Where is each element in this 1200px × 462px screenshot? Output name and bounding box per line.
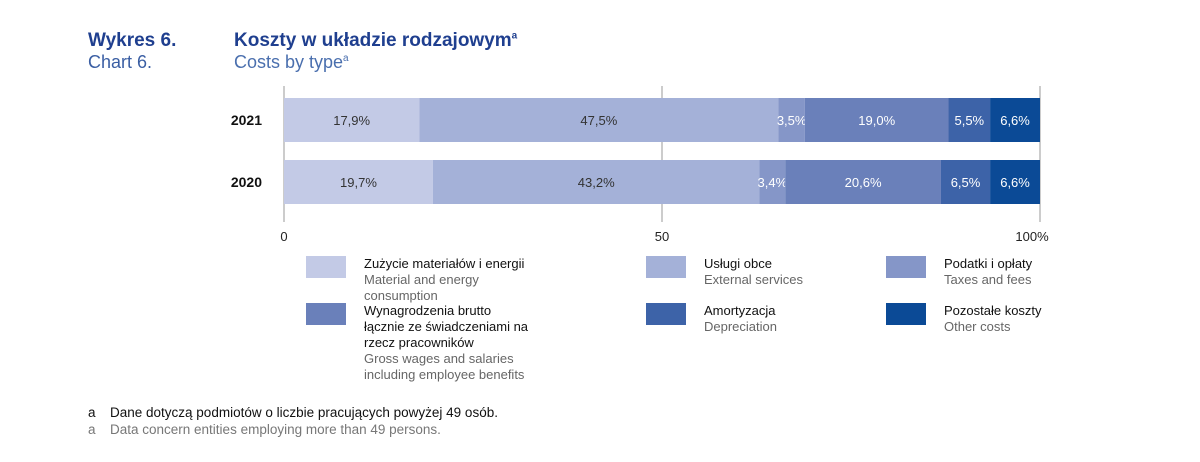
footnote-pl: a Dane dotyczą podmiotów o liczbie pracuj… [88, 404, 498, 421]
category-label-2021: 2021 [231, 112, 262, 128]
legend-label-en-3: Gross wages and salaries including emplo… [364, 351, 525, 382]
footnote-mark-pl: a [88, 405, 96, 420]
legend-swatch-4 [646, 303, 686, 325]
legend-text-3: Wynagrodzenia brutto łącznie ze świadcze… [364, 303, 534, 383]
category-label-2020: 2020 [231, 174, 262, 190]
legend-label-pl-0: Zużycie materiałów i energii [364, 256, 525, 271]
x-tick-label-0: 0 [280, 229, 287, 244]
bar-segment-2020-1 [432, 160, 760, 204]
legend-text-2: Podatki i opłaty Taxes and fees [944, 256, 1134, 288]
legend-swatch-2 [886, 256, 926, 278]
data-label-2020-1: 43,2% [578, 175, 615, 190]
legend-label-en-0: Material and energy consumption [364, 272, 479, 303]
bar-segment-2020-5 [990, 160, 1040, 204]
data-label-2021-5: 6,6% [1000, 113, 1030, 128]
data-label-2020-0: 19,7% [340, 175, 377, 190]
legend-item-3: Wynagrodzenia brutto łącznie ze świadcze… [306, 303, 534, 383]
data-label-2021-2: 3,5% [777, 113, 807, 128]
legend-label-pl-2: Podatki i opłaty [944, 256, 1033, 271]
data-label-2020-4: 6,5% [951, 175, 981, 190]
title-footnote-mark-en: a [343, 53, 349, 64]
x-tick-label-1: 50 [655, 229, 669, 244]
legend-item-4: Amortyzacja Depreciation [646, 303, 894, 335]
legend-item-0: Zużycie materiałów i energii Material and… [306, 256, 554, 304]
data-label-2021-4: 5,5% [954, 113, 984, 128]
data-label-2021-1: 47,5% [580, 113, 617, 128]
bar-segment-2020-0 [284, 160, 433, 204]
footnotes: a Dane dotyczą podmiotów o liczbie pracuj… [88, 404, 498, 438]
legend-label-en-1: External services [704, 272, 803, 287]
data-label-2020-5: 6,6% [1000, 175, 1030, 190]
data-label-2020-3: 20,6% [845, 175, 882, 190]
legend-label-pl-1: Usługi obce [704, 256, 772, 271]
legend-text-5: Pozostałe koszty Other costs [944, 303, 1134, 335]
bar-segment-2021-2 [778, 98, 805, 142]
bar-segment-2021-0 [284, 98, 420, 142]
legend-text-4: Amortyzacja Depreciation [704, 303, 894, 335]
bar-segment-2021-4 [948, 98, 991, 142]
legend-label-pl-5: Pozostałe koszty [944, 303, 1042, 318]
legend-swatch-5 [886, 303, 926, 325]
data-label-2021-0: 17,9% [333, 113, 370, 128]
chart-title-en: Costs by typea [234, 52, 349, 73]
legend-swatch-3 [306, 303, 346, 325]
bar-segment-2021-1 [419, 98, 779, 142]
bar-segment-2020-3 [785, 160, 941, 204]
legend-swatch-0 [306, 256, 346, 278]
data-label-2020-2: 3,4% [758, 175, 788, 190]
legend-text-0: Zużycie materiałów i energii Material and… [364, 256, 554, 304]
chart-title-pl: Koszty w układzie rodzajowyma [234, 30, 517, 52]
footnote-text-pl: Dane dotyczą podmiotów o liczbie pracują… [110, 405, 498, 420]
chart-title-pl-text: Koszty w układzie rodzajowym [234, 30, 512, 51]
bar-segment-2021-3 [804, 98, 949, 142]
legend-label-pl-4: Amortyzacja [704, 303, 776, 318]
chart-title-en-text: Costs by type [234, 52, 344, 72]
chart-number-pl: Wykres 6. [88, 30, 177, 51]
bar-segment-2020-4 [940, 160, 991, 204]
data-label-2021-3: 19,0% [858, 113, 895, 128]
bar-segment-2021-5 [990, 98, 1040, 142]
legend-item-5: Pozostałe koszty Other costs [886, 303, 1134, 335]
legend-label-pl-3: Wynagrodzenia brutto łącznie ze świadcze… [364, 303, 529, 350]
legend-item-2: Podatki i opłaty Taxes and fees [886, 256, 1134, 288]
footnote-en: a Data concern entities employing more th… [88, 421, 498, 438]
stacked-bar-chart: 2021 17,9% 47,5% 3,5% 19,0% 5,5% 6,6% 2020 19,7%… [231, 86, 1049, 244]
legend-swatch-1 [646, 256, 686, 278]
legend-label-en-2: Taxes and fees [944, 272, 1032, 287]
footnote-text-en: Data concern entities employing more tha… [110, 422, 441, 437]
title-footnote-mark-pl: a [511, 30, 518, 42]
x-tick-label-2: 100% [1015, 229, 1049, 244]
bar-segment-2020-2 [759, 160, 786, 204]
legend-item-1: Usługi obce External services [646, 256, 894, 288]
footnote-mark-en: a [88, 422, 96, 437]
legend-text-1: Usługi obce External services [704, 256, 894, 288]
legend-label-en-5: Other costs [944, 319, 1011, 334]
legend-label-en-4: Depreciation [704, 319, 777, 334]
chart-number-en: Chart 6. [88, 52, 153, 72]
